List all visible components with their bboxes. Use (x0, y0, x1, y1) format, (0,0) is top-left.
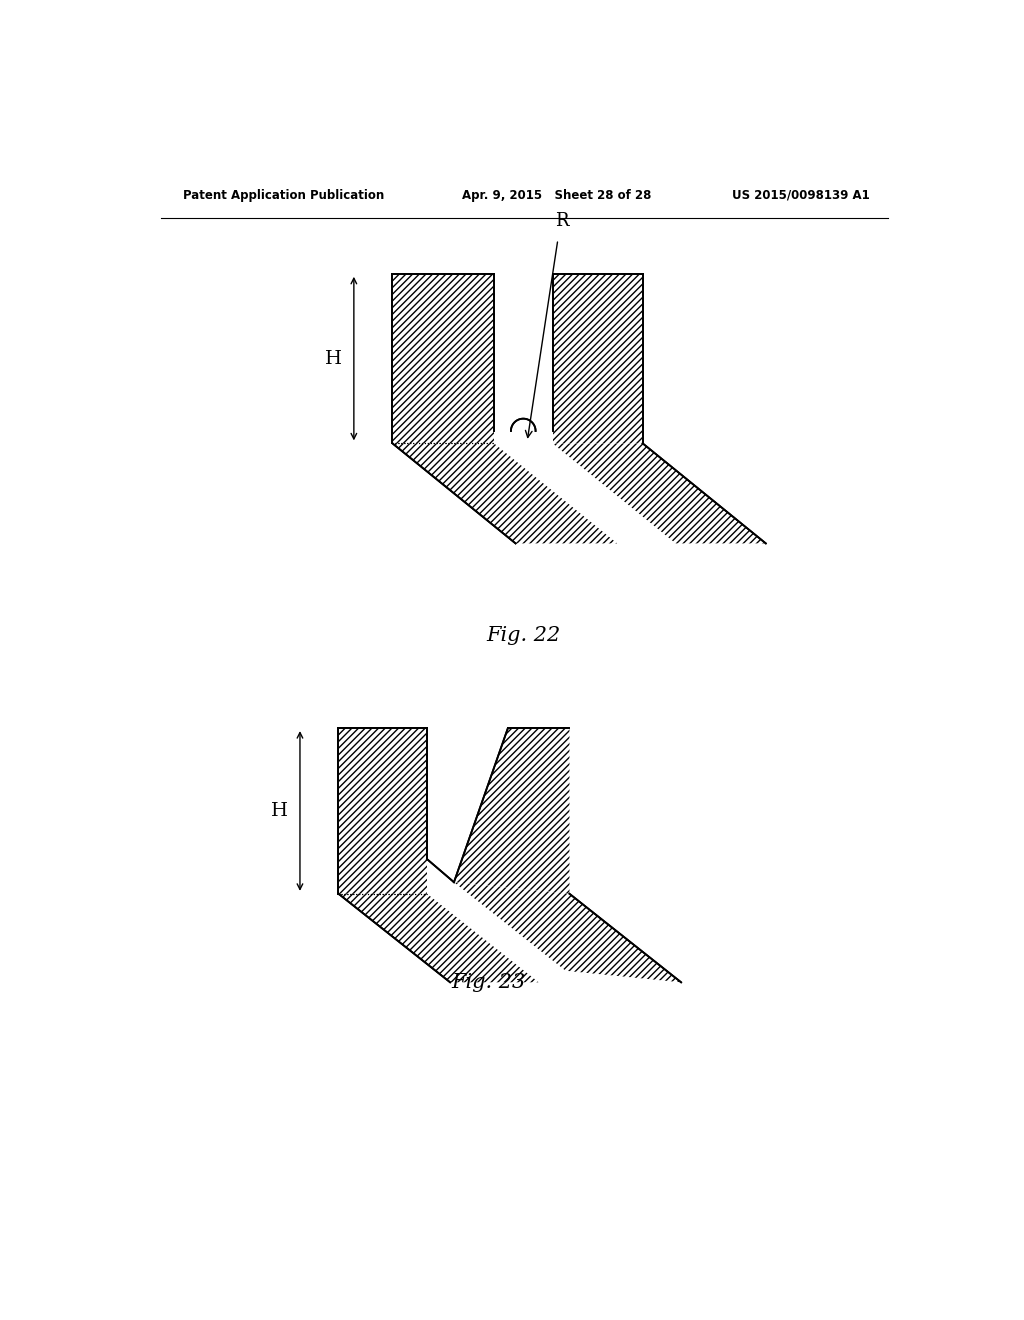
Polygon shape (553, 444, 766, 544)
Polygon shape (392, 275, 494, 444)
Polygon shape (392, 444, 617, 544)
Text: R: R (555, 213, 568, 230)
Polygon shape (339, 729, 427, 894)
Polygon shape (454, 729, 569, 894)
Text: Apr. 9, 2015   Sheet 28 of 28: Apr. 9, 2015 Sheet 28 of 28 (462, 189, 651, 202)
Text: H: H (326, 350, 342, 367)
Text: Fig. 22: Fig. 22 (486, 626, 560, 645)
Polygon shape (454, 882, 681, 982)
Polygon shape (553, 275, 643, 444)
Text: Fig. 23: Fig. 23 (452, 973, 525, 991)
Polygon shape (339, 894, 539, 982)
Text: Patent Application Publication: Patent Application Publication (183, 189, 384, 202)
Text: US 2015/0098139 A1: US 2015/0098139 A1 (732, 189, 869, 202)
Text: H: H (271, 803, 289, 820)
